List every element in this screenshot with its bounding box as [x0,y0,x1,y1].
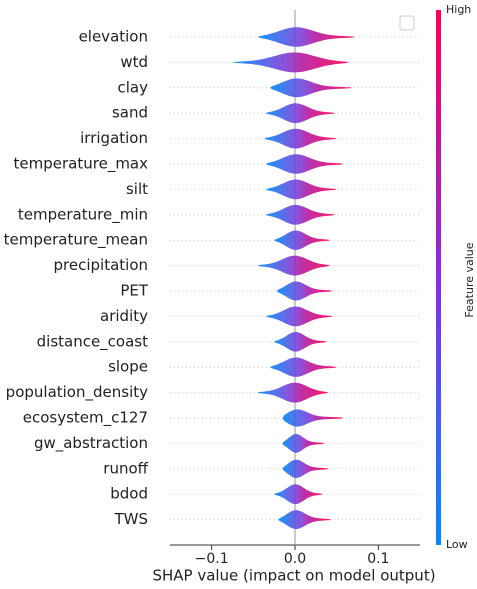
violin [257,255,330,276]
y-tick-label: population_density [6,383,148,402]
y-tick-label: irrigation [80,129,148,147]
violin [265,306,333,327]
violin [265,204,335,225]
violin [274,230,330,250]
y-tick-label: temperature_min [18,205,148,224]
x-axis-label: SHAP value (impact on model output) [152,567,435,585]
colorbar [436,10,441,545]
y-tick-label: silt [126,180,148,198]
violin [282,434,325,453]
y-tick-label: ecosystem_c127 [23,409,148,428]
violin [270,78,352,98]
violin [276,281,333,301]
violin [270,357,337,377]
y-tick-label: slope [108,358,148,376]
y-tick-label: precipitation [54,256,149,274]
colorbar-low: Low [446,538,468,551]
violin [274,484,323,505]
y-tick-label: sand [112,104,148,122]
y-tick-label: PET [120,282,149,300]
x-tick-label: −0.1 [195,551,229,567]
violin [274,332,327,352]
y-tick-label: wtd [120,53,148,71]
violin [282,409,344,427]
y-tick-label: TWS [113,510,148,528]
violin [264,128,337,149]
violin [278,510,331,530]
violin [257,27,355,47]
y-tick-label: gw_abstraction [34,434,148,453]
violin [265,103,335,124]
legend-box [399,15,415,31]
y-tick-label: clay [118,78,149,96]
y-tick-label: runoff [103,459,148,477]
y-tick-label: distance_coast [37,332,148,351]
y-tick-label: aridity [100,307,148,325]
y-tick-label: bdod [110,485,148,503]
violin [265,154,344,174]
colorbar-high: High [446,3,471,16]
y-tick-label: temperature_max [14,155,149,174]
violin [265,179,337,200]
violin [282,459,329,478]
x-tick-label: 0.0 [284,551,306,567]
y-tick-label: temperature_mean [4,231,148,250]
violin [257,382,329,403]
colorbar-label: Feature value [463,242,476,317]
y-tick-label: elevation [79,28,148,46]
x-tick-label: 0.1 [367,551,389,567]
violin [232,52,350,73]
